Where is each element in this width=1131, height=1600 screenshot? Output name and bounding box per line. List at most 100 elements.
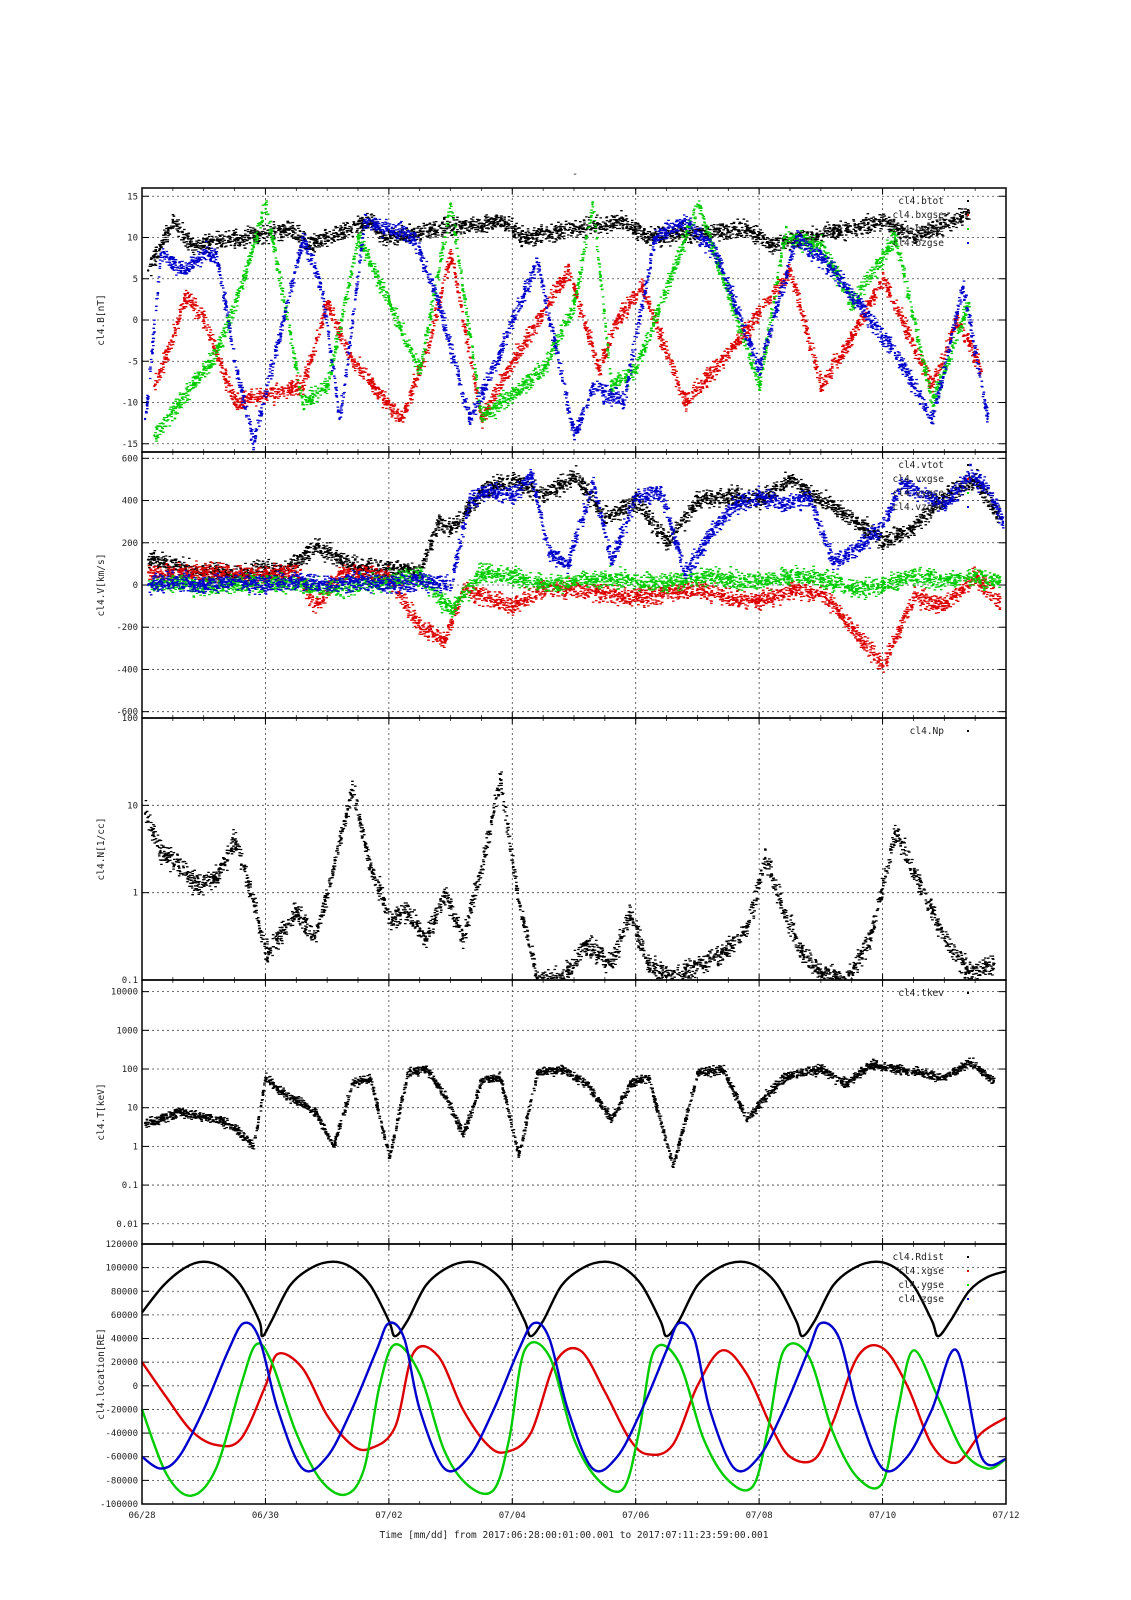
x-axis-title: Time [mm/dd] from 2017:06:28:00:01:00.00… [380,1530,769,1541]
legend: cl4.Rdist cl4.xgse cl4.ygse cl4.zgse [893,1252,969,1305]
legend-marker [967,1256,969,1258]
y-tick-label: 5 [133,275,138,285]
y-tick-label: 100000 [105,1264,138,1274]
x-tick-label: 07/12 [992,1511,1019,1521]
panel-frame [141,979,1007,1245]
y-tick-label: -40000 [105,1429,138,1439]
panel-b: -15 -10 -5 0 5 10 15 cl4.B[nT] cl4.btot cl4.bxgse… [96,187,1007,453]
y-tick-label: 15 [127,192,138,202]
scatter-cloud [144,213,990,451]
y-axis-label: cl4.location[RE] [96,1328,107,1420]
legend-marker [967,1270,969,1272]
data-point [143,812,147,815]
data-point [449,583,452,587]
plot-area [143,1057,996,1168]
series-cl4.Np [143,771,996,981]
legend-entry: cl4.xgse [898,1266,944,1277]
legend-marker [967,1298,969,1300]
data-point [696,588,699,591]
y-tick-label: 1 [133,1142,138,1152]
y-tick-label: 100 [122,1065,138,1075]
y-tick-label: 120000 [105,1240,138,1250]
data-point [893,351,897,355]
legend-entry: cl4.btot [898,196,944,207]
data-point [893,236,897,239]
y-axis-label: cl4.N[1/cc] [96,818,107,881]
legend-entry: cl4.bzgse [893,238,945,249]
legend-marker [967,242,969,244]
y-tick-label: -20000 [105,1405,138,1415]
legend-marker [967,992,969,994]
data-point [1001,520,1005,523]
data-point [893,830,897,833]
data-point [980,368,983,371]
panel-n: 0.1 1 10 100 cl4.N[1/cc] cl4.Np [96,714,1007,986]
x-tick-label: 06/30 [252,1511,279,1521]
y-tick-label: 60000 [111,1311,138,1321]
series-cl4.bzgse [143,213,990,451]
series-cl4.Rdist [141,1260,1007,1338]
series-cl4.zgse [141,1321,1007,1473]
y-tick-label: 0.1 [122,1181,138,1191]
data-point [967,211,971,214]
legend-marker [967,506,969,508]
plot-area [143,200,990,451]
legend-marker [967,200,969,202]
legend-entry: cl4.bygse [893,224,945,235]
legend-marker [967,214,969,216]
legend: cl4.vtot cl4.vxgse cl4.vygse cl4.vzgse [893,460,969,513]
legend-marker [967,464,969,466]
data-point [301,401,304,404]
panel-v: -600 -400 -200 0 200 400 600 cl4.V[km/s] cl4.vto… [96,451,1007,719]
data-point [757,499,761,502]
data-point [387,917,391,921]
legend-marker [967,730,969,732]
data-point [319,285,323,289]
y-tick-label: 400 [122,497,138,507]
legend-entry: cl4.zgse [898,1294,944,1305]
y-tick-label: 200 [122,539,138,549]
y-tick-label: 20000 [111,1358,138,1368]
plot-area [140,1260,1007,1497]
data-point [480,865,483,868]
legend-entry: cl4.Np [910,726,945,737]
data-point [196,884,199,887]
legend-entry: cl4.vxgse [893,474,945,485]
legend-marker [967,478,969,480]
x-tick-label: 07/10 [869,1511,896,1521]
data-point [313,937,316,940]
y-tick-label: 1000 [116,1026,138,1036]
plot-area [143,771,996,981]
data-point [146,583,150,587]
data-point [202,318,205,322]
scatter-cloud [144,771,996,980]
legend-entry: cl4.bxgse [893,210,945,221]
series-line [140,1341,1007,1497]
data-point [683,219,687,223]
data-point [233,401,236,404]
y-tick-label: 1 [133,889,138,899]
x-tick-label: 07/02 [375,1511,402,1521]
y-tick-label: 0.1 [122,976,138,986]
y-tick-label: -100000 [100,1500,138,1510]
series-cl4.xgse [141,1344,1007,1465]
y-tick-label: -80000 [105,1476,138,1486]
legend-entry: cl4.vygse [893,488,945,499]
y-tick-label: -60000 [105,1453,138,1463]
series-cl4.ygse [140,1341,1007,1497]
scatter-cloud [147,465,1002,585]
series-cl4.tkev [143,1057,996,1168]
data-point [295,579,298,582]
x-tick-label: 07/04 [499,1511,526,1521]
y-tick-label: 0 [133,1382,138,1392]
y-tick-label: 10 [127,1104,138,1114]
y-axis-label: cl4.T[keV] [96,1083,107,1140]
x-tick-label: 06/28 [128,1511,155,1521]
data-point [943,579,946,582]
legend-entry: cl4.ygse [898,1280,944,1291]
series-line [141,1321,1007,1473]
legend-entry: cl4.vzgse [893,502,945,513]
panel-t: 0.01 0.1 1 10 100 1000 10000 cl4.T[keV] cl4.tkev [96,979,1007,1245]
legend-entry: cl4.vtot [898,460,944,471]
